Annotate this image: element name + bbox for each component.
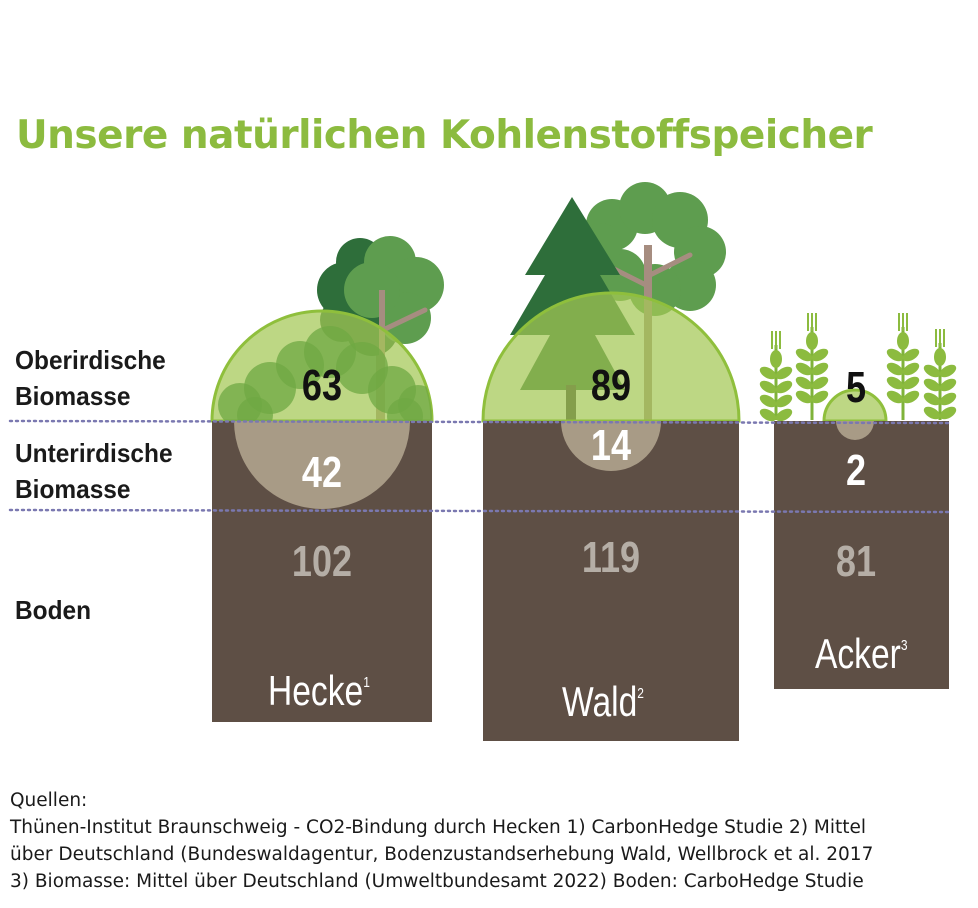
wheat-grain	[811, 390, 829, 404]
wheat-grain	[770, 350, 782, 368]
column-hecke	[210, 236, 444, 722]
shrub-icon	[218, 326, 432, 421]
column-wald	[481, 182, 741, 741]
sources-heading: Quellen:	[10, 790, 88, 811]
wheat-grain	[759, 380, 777, 394]
deciduous-tree-icon	[578, 182, 726, 425]
value-hecke-above: 63	[302, 361, 342, 410]
wheat-grain	[775, 366, 793, 380]
wheat-grain	[795, 376, 813, 390]
wheat-grain	[886, 390, 904, 404]
wheat-grain	[902, 362, 920, 376]
sources-line: Thünen-Institut Braunschweig - CO2-Bindu…	[10, 817, 867, 838]
row-label-soil: Boden	[15, 595, 92, 625]
wheat-grain	[775, 380, 793, 394]
wheat-grain	[934, 348, 946, 366]
wheat-grain	[775, 394, 793, 408]
wheat-grain	[939, 392, 957, 406]
wheat-grain	[923, 392, 941, 406]
sources: Quellen: Thünen-Institut Braunschweig - …	[10, 787, 873, 895]
wheat-grain	[759, 408, 777, 422]
wheat-grain	[811, 362, 829, 376]
wheat-grain	[902, 390, 920, 404]
value-wald-soil: 119	[582, 533, 640, 582]
wheat-grain	[902, 376, 920, 390]
wheat-grain	[939, 378, 957, 392]
wheat-grain	[775, 408, 793, 422]
sources-line: über Deutschland (Bundeswaldagentur, Bod…	[10, 844, 874, 865]
wheat-grain	[811, 376, 829, 390]
value-acker-below: 2	[846, 446, 866, 495]
wheat-grain	[806, 332, 818, 350]
wheat-grain	[886, 376, 904, 390]
wheat-grain	[759, 366, 777, 380]
column-label-hecke: Hecke1	[268, 669, 370, 715]
column-acker	[759, 313, 957, 689]
wheat-grain	[923, 364, 941, 378]
column-label-wald: Wald2	[562, 680, 644, 726]
value-acker-soil: 81	[836, 537, 876, 586]
wheat-grain	[902, 348, 920, 362]
wheat-grain	[759, 394, 777, 408]
value-hecke-below: 42	[302, 448, 342, 497]
value-wald-above: 89	[591, 361, 631, 410]
wheat-grain	[795, 390, 813, 404]
column-label-acker: Acker3	[815, 632, 908, 678]
page-title: Unsere natürlichen Kohlenstoffspeicher	[16, 113, 873, 158]
row-label-below-ground: Unterirdische Biomasse	[15, 438, 173, 504]
wheat-grain	[923, 378, 941, 392]
value-acker-above: 5	[846, 363, 866, 412]
row-label-above-ground: Oberirdische Biomasse	[15, 345, 166, 411]
wheat-icon	[759, 313, 957, 422]
value-wald-below: 14	[591, 421, 632, 470]
wheat-grain	[939, 406, 957, 420]
wheat-grain	[897, 332, 909, 350]
wheat-grain	[939, 364, 957, 378]
value-hecke-soil: 102	[292, 537, 352, 586]
wheat-grain	[886, 348, 904, 362]
sources-line: 3) Biomasse: Mittel über Deutschland (Um…	[10, 871, 864, 892]
wheat-grain	[886, 362, 904, 376]
divider-below-soil	[8, 508, 952, 514]
wheat-grain	[811, 348, 829, 362]
wheat-grain	[795, 362, 813, 376]
divider-above-below	[8, 419, 952, 425]
wheat-grain	[795, 348, 813, 362]
wheat-grain	[923, 406, 941, 420]
